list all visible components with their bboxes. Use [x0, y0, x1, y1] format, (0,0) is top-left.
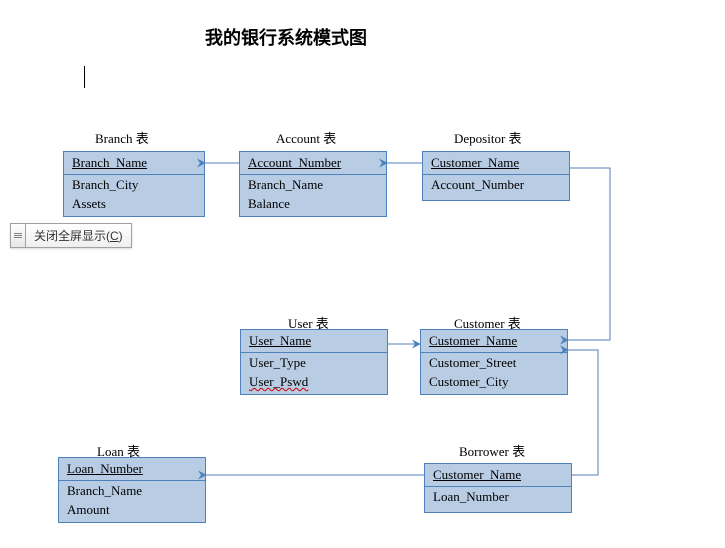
- table-title-account: Account 表: [276, 128, 336, 147]
- table-title-loan: Loan 表: [97, 441, 140, 460]
- table-title-user: User 表: [288, 313, 329, 332]
- tooltip-label: 关闭全屏显示(C): [25, 223, 132, 248]
- table-attr: Customer_City: [421, 372, 567, 391]
- table-attr: Branch_Name: [240, 175, 386, 194]
- table-pk: User_Name: [241, 330, 387, 353]
- table-pk: Customer_Name: [423, 152, 569, 175]
- exit-fullscreen-tooltip[interactable]: 关闭全屏显示(C): [10, 223, 132, 248]
- table-user: User_NameUser_TypeUser_Pswd: [240, 329, 388, 395]
- table-attr: Account_Number: [423, 175, 569, 194]
- edge-depositor-customer: [568, 168, 610, 340]
- edge-borrower-customer: [568, 350, 598, 475]
- table-branch: Branch_NameBranch_CityAssets: [63, 151, 205, 217]
- table-account: Account_NumberBranch_NameBalance: [239, 151, 387, 217]
- table-pk: Account_Number: [240, 152, 386, 175]
- table-title-depositor: Depositor 表: [454, 128, 522, 147]
- table-attr: Amount: [59, 500, 205, 519]
- table-attr: User_Pswd: [241, 372, 387, 391]
- table-title-customer: Customer 表: [454, 313, 521, 332]
- table-borrower: Customer_NameLoan_Number: [424, 463, 572, 513]
- table-title-branch: Branch 表: [95, 128, 149, 147]
- table-customer: Customer_NameCustomer_StreetCustomer_Cit…: [420, 329, 568, 395]
- table-attr: Branch_City: [64, 175, 204, 194]
- table-title-borrower: Borrower 表: [459, 441, 525, 460]
- grip-icon: [10, 223, 25, 248]
- table-attr: Customer_Street: [421, 353, 567, 372]
- text-cursor: [84, 66, 85, 88]
- table-attr: Loan_Number: [425, 487, 571, 506]
- table-depositor: Customer_NameAccount_Number: [422, 151, 570, 201]
- table-pk: Customer_Name: [421, 330, 567, 353]
- table-attr: Assets: [64, 194, 204, 213]
- table-loan: Loan_NumberBranch_NameAmount: [58, 457, 206, 523]
- table-attr: Branch_Name: [59, 481, 205, 500]
- page-title: 我的银行系统模式图: [205, 24, 367, 50]
- table-pk: Branch_Name: [64, 152, 204, 175]
- table-attr: Balance: [240, 194, 386, 213]
- table-pk: Customer_Name: [425, 464, 571, 487]
- table-attr: User_Type: [241, 353, 387, 372]
- table-pk: Loan_Number: [59, 458, 205, 481]
